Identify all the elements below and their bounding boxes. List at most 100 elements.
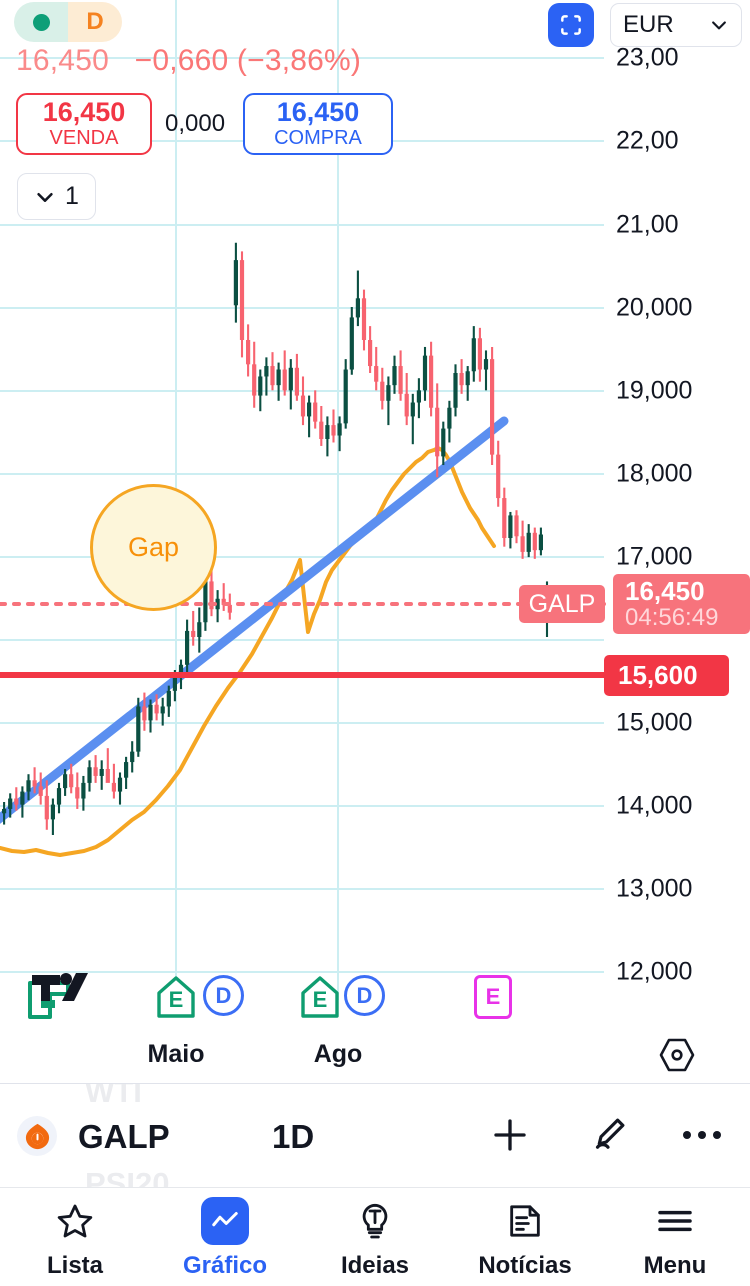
marker-label: D [215, 982, 232, 1008]
candle-body [307, 402, 312, 417]
price-tick: 20,000 [616, 293, 693, 322]
candle-body [300, 395, 306, 417]
candle-body [337, 423, 342, 436]
prev-close-badge[interactable]: 15,600 [604, 655, 729, 696]
bottom-navigation: Lista Gráfico Ideias [0, 1187, 750, 1286]
symbol-ghost-previous[interactable]: WTI [85, 1084, 142, 1109]
price-tick: 14,000 [616, 791, 693, 820]
candle-body [130, 751, 135, 763]
nav-label: Notícias [478, 1252, 572, 1279]
sell-button[interactable]: 16,450 VENDA [16, 93, 152, 155]
candle-body [252, 364, 257, 396]
candle-body [172, 676, 177, 691]
candle-body [526, 532, 531, 552]
candle-body [349, 317, 354, 370]
nav-item-grafico[interactable]: Gráfico [150, 1188, 300, 1286]
fullscreen-icon[interactable] [548, 3, 594, 47]
nav-label: Lista [46, 1252, 103, 1279]
chart-settings-hex-icon[interactable] [657, 1035, 697, 1075]
nav-item-ideias[interactable]: Ideias [300, 1188, 450, 1286]
market-open-dot-icon [14, 2, 68, 42]
sell-price: 16,450 [42, 97, 126, 128]
candle-body [416, 390, 421, 403]
nav-item-menu[interactable]: Menu [600, 1188, 750, 1286]
drawing-tools-button[interactable] [585, 1112, 631, 1158]
candle-body [483, 359, 489, 370]
candle-body [124, 762, 129, 778]
candle-body [111, 782, 116, 792]
candle-body [313, 402, 318, 422]
price-axis[interactable]: 23,00 22,00 21,00 20,000 19,000 18,000 1… [604, 0, 750, 1035]
marker-earnings[interactable]: E [156, 975, 196, 1019]
add-indicator-button[interactable] [487, 1112, 533, 1158]
symbol-toolbar[interactable]: WTI PSI20 GALP 1D [0, 1084, 750, 1187]
candle-body [538, 534, 543, 551]
galp-logo-icon [17, 1116, 57, 1156]
marker-dividend[interactable]: D [344, 975, 385, 1016]
quantity-selector[interactable]: 1 [17, 173, 96, 220]
price-tick: 23,00 [616, 43, 679, 72]
candle-body [471, 338, 476, 372]
chart-event-markers: E D E D E [0, 973, 750, 1035]
quote-summary: 16,450 −0,660 (−3,86%) [16, 44, 361, 78]
candle-body [325, 425, 330, 439]
candle-body [392, 366, 397, 386]
gap-annotation[interactable]: Gap [90, 484, 217, 611]
nav-item-noticias[interactable]: Notícias [450, 1188, 600, 1286]
nav-item-lista[interactable]: Lista [0, 1188, 150, 1286]
candle-body [166, 690, 171, 707]
more-horizontal-icon[interactable] [679, 1112, 725, 1158]
candle-body [148, 704, 153, 721]
candle-body [477, 338, 482, 370]
moving-average-line [0, 446, 496, 857]
candle-body [99, 769, 104, 776]
price-tick: 22,00 [616, 126, 679, 155]
chart-line-icon [201, 1197, 249, 1245]
candle-body [374, 366, 379, 382]
candle-body [185, 630, 190, 665]
interval-selector[interactable]: 1D [272, 1118, 315, 1155]
candle-body [56, 788, 62, 805]
candle-body [44, 795, 49, 820]
candle-body [8, 798, 13, 809]
spread-value: 0,000 [165, 110, 226, 137]
candle-body [32, 780, 37, 787]
symbol-ghost-next[interactable]: PSI20 [85, 1166, 170, 1187]
candle-body [410, 402, 415, 417]
nav-label: Menu [643, 1252, 707, 1279]
candle-body [160, 706, 165, 714]
candle-body [233, 260, 238, 306]
candle-body [343, 369, 348, 424]
last-price-badge[interactable]: 16,450 04:56:49 [613, 574, 750, 634]
candle-body [81, 782, 86, 799]
marker-label: E [485, 984, 501, 1009]
price-chart[interactable]: Gap [0, 0, 750, 1035]
star-icon [51, 1197, 99, 1245]
marker-dividend[interactable]: D [203, 975, 244, 1016]
candle-body [178, 664, 184, 677]
marker-future-earnings[interactable]: E [474, 975, 512, 1019]
session-status-badge[interactable]: D [14, 2, 122, 42]
candle-body [276, 369, 281, 386]
candle-body [215, 598, 220, 610]
buy-button[interactable]: 16,450 COMPRA [243, 93, 393, 155]
candle-body [14, 798, 19, 805]
candle-body [453, 373, 458, 408]
candle-body [154, 704, 159, 714]
candle-body [490, 359, 495, 455]
candle-body [422, 355, 428, 391]
price-tick: 15,000 [616, 708, 693, 737]
news-document-icon [501, 1197, 549, 1245]
symbol-price-tag: GALP [519, 585, 605, 623]
candle-body [355, 298, 360, 318]
marker-earnings[interactable]: E [300, 975, 340, 1019]
candle-body [514, 515, 519, 537]
sell-label: VENDA [49, 126, 119, 149]
interval-letter: D [68, 2, 122, 42]
quantity-value: 1 [65, 182, 79, 210]
candle-body [38, 786, 43, 796]
currency-select[interactable]: EUR [610, 3, 742, 47]
symbol-name[interactable]: GALP [78, 1118, 170, 1155]
candle-body [435, 407, 440, 457]
